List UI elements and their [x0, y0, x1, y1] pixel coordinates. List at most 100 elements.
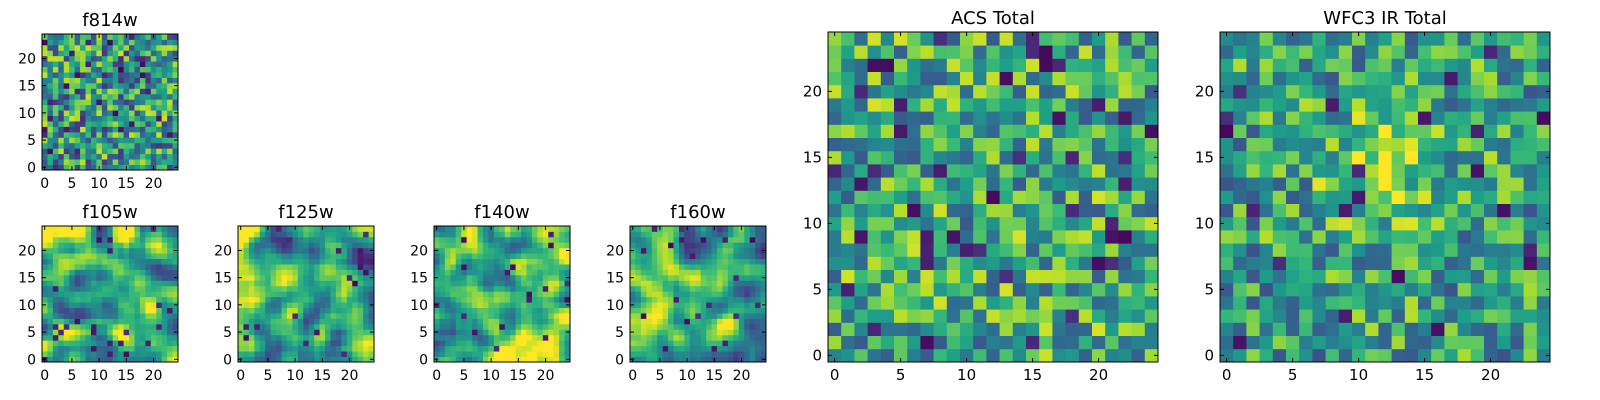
heatmap-cell	[1365, 45, 1379, 59]
heatmap-cell	[531, 351, 538, 357]
heatmap-cell	[1144, 150, 1159, 165]
heatmap-cell	[107, 131, 114, 138]
heatmap-cell	[946, 190, 961, 204]
heatmap-cell	[90, 159, 97, 165]
heatmap-cell	[1092, 124, 1106, 138]
heatmap-cell	[47, 285, 54, 292]
heatmap-cell	[238, 291, 244, 298]
heatmap-cell	[760, 253, 767, 260]
heatmap-cell	[1404, 348, 1419, 363]
heatmap-cell	[684, 302, 691, 308]
heatmap-cell	[657, 274, 664, 281]
heatmap-cell	[1039, 150, 1053, 165]
heatmap-cell	[651, 274, 658, 281]
heatmap-cell	[537, 285, 544, 292]
heatmap-cell	[828, 84, 842, 99]
heatmap-cell	[477, 226, 484, 232]
heatmap-cell	[1092, 32, 1106, 46]
heatmap-cell	[243, 307, 250, 314]
heatmap-cell	[145, 236, 152, 243]
heatmap-cell	[265, 253, 272, 260]
heatmap-cell	[749, 351, 756, 357]
heatmap-cell	[499, 226, 506, 232]
heatmap-cell	[1052, 124, 1066, 138]
heatmap-cell	[69, 285, 76, 292]
heatmap-cell	[107, 231, 114, 238]
heatmap-cell	[1365, 269, 1379, 284]
heatmap-cell	[526, 226, 533, 232]
heatmap-cell	[1065, 282, 1080, 297]
heatmap-cell	[85, 307, 92, 314]
heatmap-cell	[733, 231, 740, 238]
heatmap-cell	[1365, 348, 1379, 363]
heatmap-cell	[1325, 203, 1340, 218]
heatmap-cell	[841, 216, 855, 231]
heatmap-cell	[1352, 71, 1366, 86]
heatmap-cell	[880, 256, 895, 270]
heatmap-cell	[292, 334, 299, 341]
heatmap-cell	[542, 242, 549, 249]
heatmap-cell	[129, 340, 135, 347]
heatmap-cell	[1312, 309, 1326, 323]
heatmap-cell	[466, 258, 473, 265]
heatmap-cell	[167, 231, 173, 238]
x-tick-label: 5	[1288, 366, 1298, 384]
heatmap-cell	[749, 345, 756, 352]
heatmap-cell	[933, 282, 948, 297]
heatmap-cell	[760, 313, 767, 319]
heatmap-cell	[657, 269, 664, 276]
heatmap-cell	[368, 351, 375, 357]
heatmap-cell	[738, 231, 745, 238]
heatmap-cell	[744, 236, 751, 243]
heatmap-cell	[292, 302, 299, 308]
heatmap-cell	[455, 236, 462, 243]
heatmap-cell	[1246, 230, 1260, 244]
heatmap-cell	[553, 340, 560, 347]
heatmap-cell	[161, 99, 168, 106]
y-tick-label: 0	[615, 352, 624, 368]
heatmap-cell	[1431, 256, 1445, 270]
heatmap-cell	[1026, 256, 1040, 270]
heatmap-cell	[668, 329, 674, 336]
heatmap-cell	[880, 348, 895, 363]
heatmap-cell	[58, 126, 65, 133]
heatmap-cell	[238, 231, 244, 238]
heatmap-cell	[466, 291, 473, 298]
heatmap-cell	[455, 323, 462, 330]
heatmap-cell	[238, 351, 244, 357]
heatmap-cell	[1444, 58, 1458, 72]
heatmap-cell	[640, 323, 647, 330]
heatmap-cell	[444, 334, 451, 341]
heatmap-cell	[58, 104, 65, 111]
heatmap-cell	[854, 124, 868, 138]
heatmap-cell	[297, 334, 304, 341]
heatmap-cell	[42, 280, 48, 287]
heatmap-cell	[281, 313, 288, 319]
heatmap-cell	[444, 318, 451, 325]
heatmap-cell	[894, 164, 908, 178]
heatmap-cell	[466, 231, 473, 238]
heatmap-cell	[286, 296, 293, 303]
heatmap-cell	[510, 351, 516, 357]
heatmap-cell	[276, 340, 282, 347]
heatmap-cell	[684, 313, 691, 319]
heatmap-cell	[74, 247, 81, 254]
heatmap-cell	[129, 264, 135, 270]
heatmap-cell	[118, 142, 124, 149]
heatmap-cell	[139, 351, 146, 357]
heatmap-cell	[640, 296, 647, 303]
heatmap-cell	[493, 285, 500, 292]
heatmap-cell	[74, 274, 81, 281]
heatmap-cell	[521, 313, 527, 319]
heatmap-cell	[722, 226, 729, 232]
heatmap-cell	[243, 345, 250, 352]
heatmap-cell	[521, 280, 527, 287]
heatmap-cell	[1039, 190, 1053, 204]
heatmap-cell	[357, 285, 364, 292]
heatmap-cell	[303, 296, 310, 303]
heatmap-cell	[52, 285, 59, 292]
heatmap-cell	[1039, 45, 1053, 59]
heatmap-cell	[139, 126, 146, 133]
heatmap-cell	[1220, 84, 1234, 99]
heatmap-cell	[711, 247, 718, 254]
